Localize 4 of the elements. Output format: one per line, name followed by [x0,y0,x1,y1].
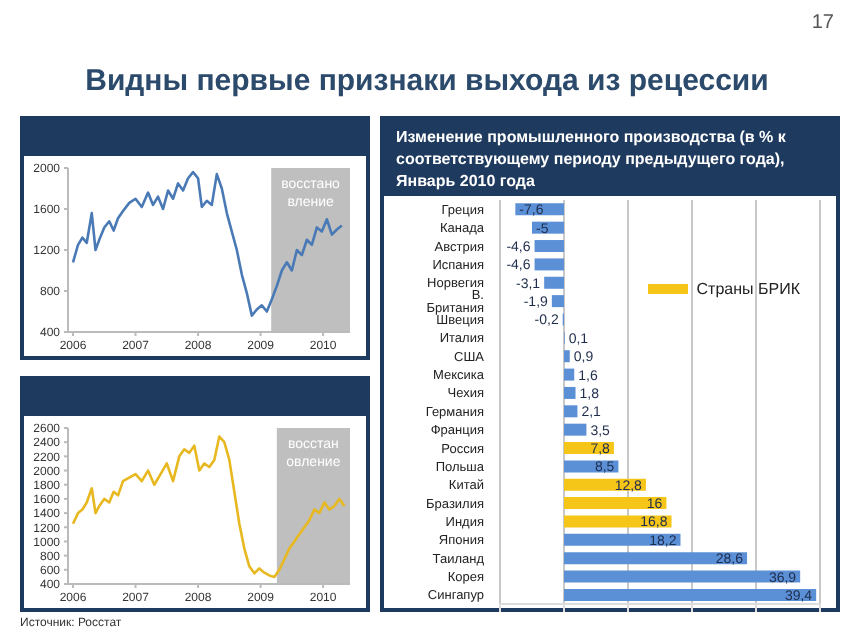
legend-label: Страны БРИК [694,280,800,298]
text: Видны первые признаки выхода из рецессии [83,64,771,98]
text: 17 [811,12,834,34]
panel-header: Изменение промышленного производства (в % к соответствующему периоду предыдущего года), Январь 2010 года [384,120,836,196]
